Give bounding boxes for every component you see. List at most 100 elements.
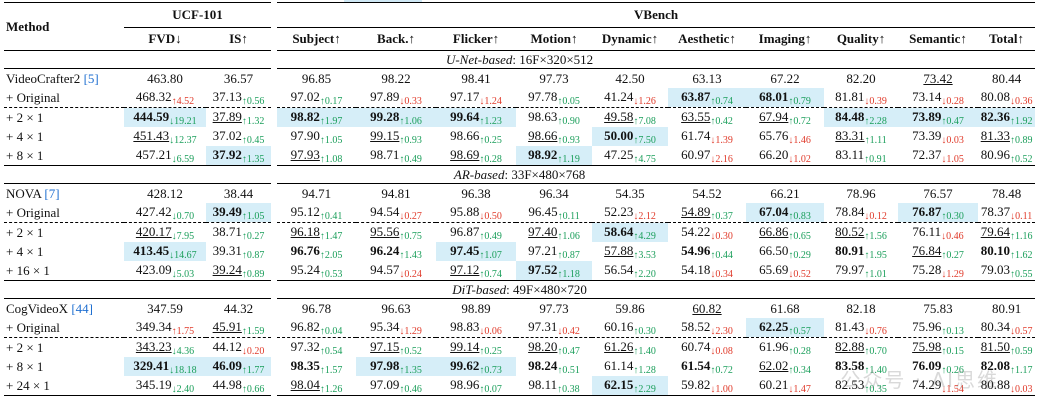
baseline-value: 80.91 (978, 299, 1035, 319)
metric-cell: 97.90↑1.05 (271, 127, 357, 146)
metric-cell: 94.57↓0.24 (356, 261, 436, 281)
section-title-rest: : 49F×480×720 (506, 281, 587, 297)
baseline-value: 94.71 (271, 183, 357, 203)
baseline-value: 73.42 (898, 69, 978, 89)
metric-value: 76.11 (912, 223, 942, 239)
metric-cell: 52.23↓2.12 (592, 203, 669, 223)
delta-worse: ↓1.05 (941, 153, 964, 165)
table-row: + 2 × 1 343.23↓4.36 44.12↓0.20 97.32↑0.54 97… (4, 337, 1035, 358)
metric-value: 413.45 (133, 242, 170, 258)
metric-value: 83.11 (835, 146, 865, 162)
delta-improve: ↑0.28 (479, 153, 502, 165)
method-variant: + Original (4, 318, 124, 338)
delta-improve: ↑1.47 (319, 230, 343, 242)
metric-cell: 60.21↓1.47 (746, 376, 825, 396)
baseline-value: 96.85 (271, 68, 357, 88)
section-title-italic: DiT-based (452, 281, 507, 297)
metric-cell: 54.18↓0.34 (668, 261, 746, 281)
delta-improve: ↑0.66 (241, 383, 265, 395)
metric-value: 45.91 (212, 318, 242, 334)
delta-improve: ↑1.32 (241, 115, 265, 127)
delta-worse: ↓0.28 (941, 95, 964, 107)
column-header-row: FVD↓ IS↑ Subject↑ Back.↑ Flicker↑ Motion↑ Dyna… (4, 27, 1036, 51)
section-title-italic: U-Net-based (445, 51, 513, 67)
value-text: 82.20 (846, 70, 876, 86)
metric-cell: 98.92↑1.19 (516, 146, 593, 166)
metric-value: 80.10 (980, 242, 1010, 258)
delta-improve: ↑1.28 (633, 364, 656, 376)
delta-improve: ↑0.29 (788, 249, 811, 261)
metric-cell: 468.32↑4.52 (124, 88, 206, 108)
delta-improve: ↑0.53 (319, 268, 343, 280)
metric-value: 97.52 (528, 261, 558, 277)
delta-improve: ↑3.53 (633, 249, 656, 261)
delta-improve: ↑1.06 (399, 115, 422, 127)
delta-improve: ↑0.25 (479, 345, 502, 357)
metric-cell: 98.66↑0.93 (516, 127, 592, 146)
value-text: 82.18 (846, 300, 876, 316)
delta-improve: ↑0.27 (241, 230, 265, 242)
method-variant: + 4 × 1 (6, 128, 44, 144)
method-name: NOVA [7] (4, 184, 124, 204)
metric-value: 37.89 (212, 108, 242, 124)
metric-cell: 83.11↑0.91 (824, 146, 898, 166)
metric-value: 97.17 (450, 88, 480, 104)
metric-cell: 97.02↑0.17 (271, 88, 357, 108)
delta-worse: ↓0.34 (710, 268, 733, 280)
metric-value: 75.96 (912, 318, 942, 334)
metric-cell: 98.66↑0.25 (436, 127, 516, 146)
value-text: 42.50 (615, 70, 645, 86)
metric-cell: 343.23↓4.36 (124, 338, 206, 358)
metric-cell: 98.71↑0.49 (356, 146, 436, 166)
column-header-6: Dynamic↑ (592, 27, 669, 51)
metric-value: 75.28 (912, 261, 942, 277)
delta-improve: ↑0.51 (557, 364, 580, 376)
delta-improve: ↑0.15 (941, 345, 964, 357)
delta-improve: ↑1.57 (319, 364, 343, 376)
metric-cell: 82.36↑1.92 (978, 107, 1036, 127)
value-text: 428.12 (147, 185, 183, 201)
metric-cell: 99.64↑1.23 (436, 107, 517, 127)
metric-cell: 73.14↓0.28 (898, 88, 979, 108)
metric-cell: 80.52↑1.56 (824, 223, 898, 243)
metric-value: 345.19 (135, 376, 172, 392)
metric-value: 37.92 (212, 146, 242, 162)
value-text: 78.96 (846, 185, 876, 201)
delta-improve: ↑0.45 (241, 134, 265, 146)
metric-cell: 54.22↓0.30 (668, 223, 746, 243)
delta-worse: ↓0.30 (710, 230, 733, 242)
metric-value: 76.84 (912, 242, 942, 258)
delta-improve: ↑1.95 (864, 249, 887, 261)
table-row: + 8 × 1 329.41↓18.18 46.09↑1.77 98.35↑1.57 9… (4, 357, 1035, 376)
metric-value: 60.16 (604, 318, 634, 334)
delta-worse: ↓2.12 (633, 210, 656, 222)
value-text: 80.44 (991, 70, 1022, 86)
baseline-value: 80.44 (978, 69, 1035, 89)
metric-cell: 96.82↑0.04 (271, 318, 357, 338)
column-header-7: Aesthetic↑ (668, 27, 747, 51)
baseline-value: 36.57 (206, 69, 274, 89)
metric-cell: 80.88↓0.03 (978, 376, 1036, 396)
value-text: 347.59 (147, 300, 183, 316)
metric-value: 97.40 (528, 223, 558, 239)
delta-improve: ↑0.93 (557, 134, 580, 146)
baseline-value: 463.80 (124, 69, 206, 89)
delta-improve: ↑0.30 (941, 210, 964, 222)
metric-value: 54.96 (681, 242, 711, 258)
metric-cell: 81.81↓0.39 (824, 88, 899, 108)
metric-cell: 73.89↑0.47 (898, 107, 979, 127)
baseline-value: 54.35 (592, 184, 668, 204)
citation-ref: [5] (83, 70, 99, 86)
metric-value: 54.89 (681, 203, 711, 219)
delta-worse: ↓1.29 (399, 325, 422, 337)
metric-value: 61.54 (681, 357, 711, 373)
delta-improve: ↑1.26 (319, 383, 343, 395)
value-text: 66.21 (770, 185, 800, 201)
metric-cell: 98.83↓0.06 (436, 318, 517, 338)
delta-improve: ↑0.55 (1009, 268, 1033, 280)
metric-value: 96.24 (370, 242, 400, 258)
metric-value: 82.88 (835, 338, 865, 354)
metric-cell: 97.93↑1.08 (271, 146, 357, 166)
metric-value: 66.20 (759, 146, 789, 162)
metric-cell: 65.76↓1.46 (746, 127, 824, 146)
